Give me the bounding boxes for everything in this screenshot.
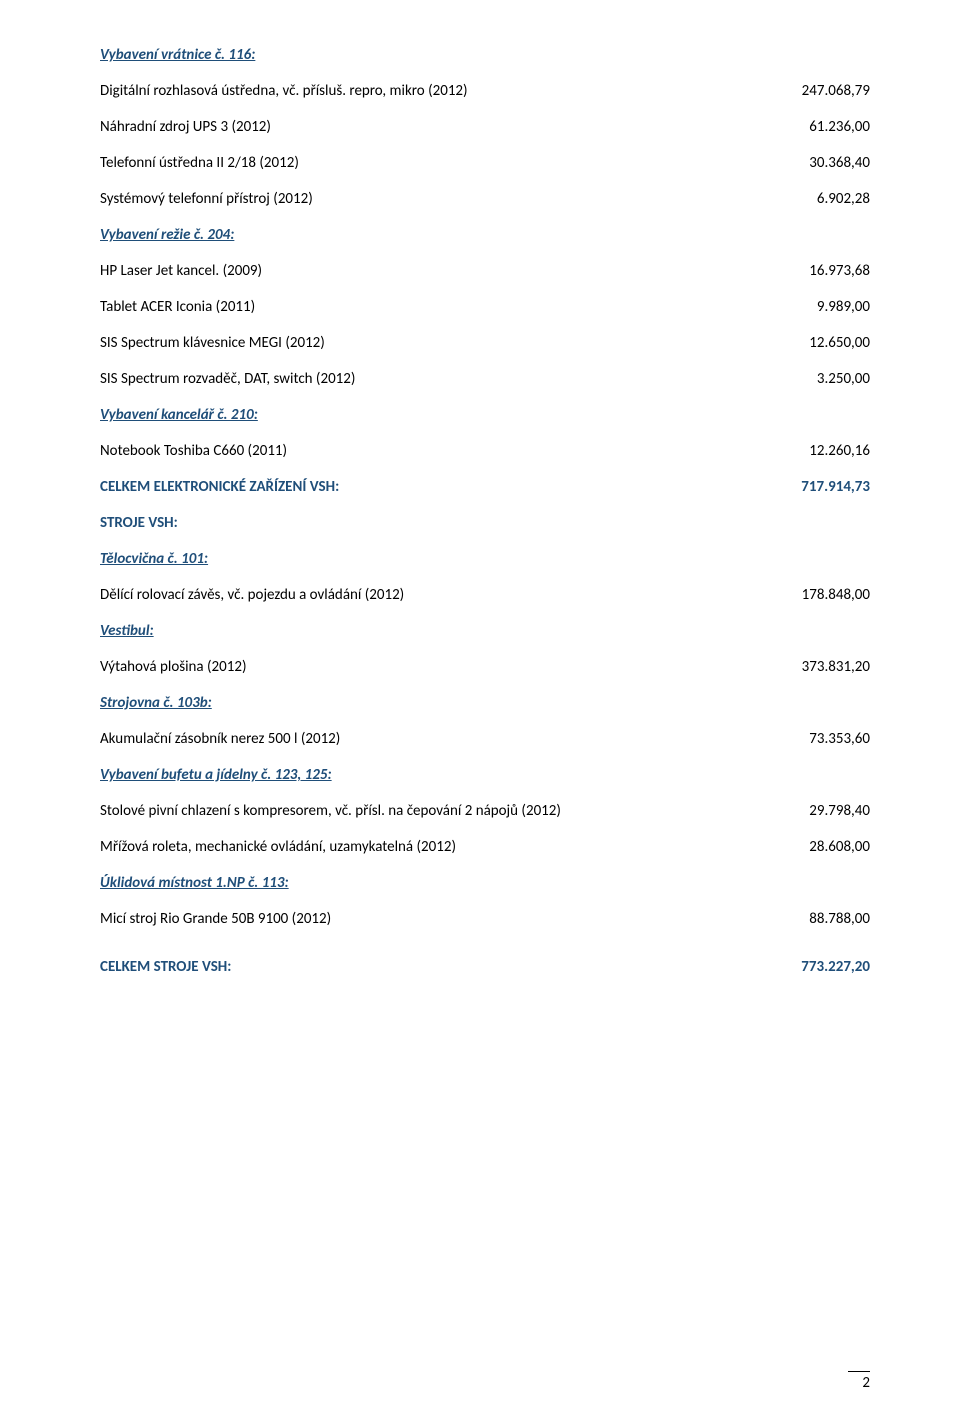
item-label: Výtahová plošina (2012)	[100, 658, 760, 676]
item-value: 29.798,40	[760, 802, 870, 820]
item-value: 30.368,40	[760, 154, 870, 172]
stroje-heading: STROJE VSH:	[100, 514, 870, 532]
section-heading: Tělocvična č. 101:	[100, 550, 870, 568]
item-value: 6.902,28	[760, 190, 870, 208]
line-item: HP Laser Jet kancel. (2009) 16.973,68	[100, 262, 870, 280]
item-value: 28.608,00	[760, 838, 870, 856]
item-label: Náhradní zdroj UPS 3 (2012)	[100, 118, 760, 136]
line-item: Micí stroj Rio Grande 50B 9100 (2012) 88…	[100, 910, 870, 928]
item-value: 61.236,00	[760, 118, 870, 136]
item-value: 16.973,68	[760, 262, 870, 280]
item-value: 73.353,60	[760, 730, 870, 748]
item-label: SIS Spectrum klávesnice MEGI (2012)	[100, 334, 760, 352]
item-value: 3.250,00	[760, 370, 870, 388]
item-label: Telefonní ústředna II 2/18 (2012)	[100, 154, 760, 172]
line-item: Notebook Toshiba C660 (2011) 12.260,16	[100, 442, 870, 460]
line-item: Náhradní zdroj UPS 3 (2012) 61.236,00	[100, 118, 870, 136]
item-value: 12.260,16	[760, 442, 870, 460]
section-heading: Vybavení vrátnice č. 116:	[100, 46, 870, 64]
line-item: Telefonní ústředna II 2/18 (2012) 30.368…	[100, 154, 870, 172]
line-item: Dělící rolovací závěs, vč. pojezdu a ovl…	[100, 586, 870, 604]
section-heading: Úklidová místnost 1.NP č. 113:	[100, 874, 870, 892]
item-label: Mřížová roleta, mechanické ovládání, uza…	[100, 838, 760, 856]
section-heading: Strojovna č. 103b:	[100, 694, 870, 712]
total-label: CELKEM ELEKTRONICKÉ ZAŘÍZENÍ VSH:	[100, 478, 339, 496]
page-number: 2	[848, 1371, 870, 1392]
line-item: Stolové pivní chlazení s kompresorem, vč…	[100, 802, 870, 820]
item-label: HP Laser Jet kancel. (2009)	[100, 262, 760, 280]
item-value: 9.989,00	[760, 298, 870, 316]
section-heading: Vybavení režie č. 204:	[100, 226, 870, 244]
item-label: Stolové pivní chlazení s kompresorem, vč…	[100, 802, 760, 820]
total-row: CELKEM ELEKTRONICKÉ ZAŘÍZENÍ VSH: 717.91…	[100, 478, 870, 496]
item-label: Akumulační zásobník nerez 500 l (2012)	[100, 730, 760, 748]
item-label: Notebook Toshiba C660 (2011)	[100, 442, 760, 460]
section-heading: Vybavení bufetu a jídelny č. 123, 125:	[100, 766, 870, 784]
line-item: Výtahová plošina (2012) 373.831,20	[100, 658, 870, 676]
item-value: 88.788,00	[760, 910, 870, 928]
item-label: Dělící rolovací závěs, vč. pojezdu a ovl…	[100, 586, 760, 604]
line-item: SIS Spectrum klávesnice MEGI (2012) 12.6…	[100, 334, 870, 352]
line-item: Tablet ACER Iconia (2011) 9.989,00	[100, 298, 870, 316]
item-value: 373.831,20	[760, 658, 870, 676]
item-value: 247.068,79	[760, 82, 870, 100]
line-item: Digitální rozhlasová ústředna, vč. přísl…	[100, 82, 870, 100]
item-label: SIS Spectrum rozvaděč, DAT, switch (2012…	[100, 370, 760, 388]
item-label: Systémový telefonní přístroj (2012)	[100, 190, 760, 208]
section-heading: Vybavení kancelář č. 210:	[100, 406, 870, 424]
section-heading: Vestibul:	[100, 622, 870, 640]
total-value: 773.227,20	[801, 958, 870, 976]
item-value: 178.848,00	[760, 586, 870, 604]
item-label: Digitální rozhlasová ústředna, vč. přísl…	[100, 82, 760, 100]
line-item: Akumulační zásobník nerez 500 l (2012) 7…	[100, 730, 870, 748]
total-value: 717.914,73	[801, 478, 870, 496]
item-label: Micí stroj Rio Grande 50B 9100 (2012)	[100, 910, 760, 928]
line-item: Systémový telefonní přístroj (2012) 6.90…	[100, 190, 870, 208]
total-row: CELKEM STROJE VSH: 773.227,20	[100, 958, 870, 976]
line-item: SIS Spectrum rozvaděč, DAT, switch (2012…	[100, 370, 870, 388]
item-label: Tablet ACER Iconia (2011)	[100, 298, 760, 316]
total-label: CELKEM STROJE VSH:	[100, 958, 231, 976]
item-value: 12.650,00	[760, 334, 870, 352]
line-item: Mřížová roleta, mechanické ovládání, uza…	[100, 838, 870, 856]
